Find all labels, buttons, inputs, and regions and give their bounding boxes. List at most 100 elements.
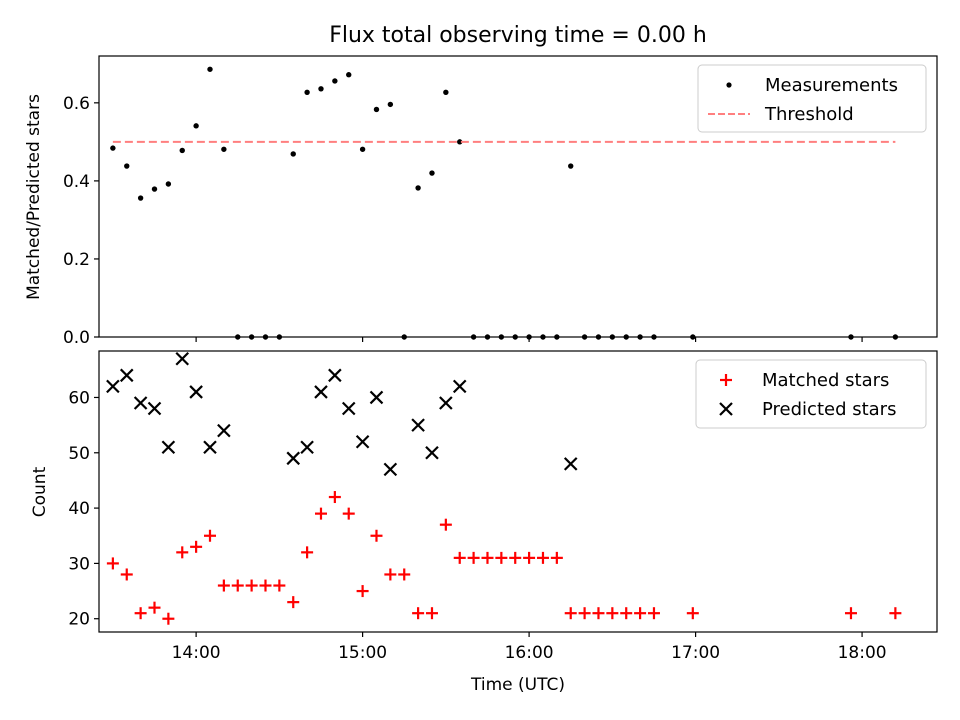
bottom-ytick-label: 30	[68, 554, 90, 574]
measurement-point	[151, 186, 158, 192]
top-ytick-label: 0.0	[63, 328, 90, 348]
matched-stars-point	[328, 491, 341, 504]
bottom-axes-frame	[98, 350, 938, 633]
measurement-point	[415, 185, 421, 191]
bottom-panel: 20 30 40 50 60 14:00 15:00 16:00 17:00 18:00 Cou…	[30, 350, 938, 695]
top-y-ticks: 0.0 0.2 0.4 0.6	[63, 94, 99, 348]
top-ytick-label: 0.6	[63, 94, 90, 114]
matched-stars-point	[134, 607, 147, 620]
matched-stars-point	[647, 607, 660, 620]
matched-stars-point	[287, 596, 300, 609]
matched-stars-point	[259, 579, 272, 592]
measurement-point	[568, 163, 574, 169]
measurement-point	[443, 89, 449, 95]
matched-stars-point	[176, 546, 189, 559]
top-title: Flux total observing time = 0.00 h	[329, 23, 707, 48]
matched-stars-point	[536, 551, 549, 564]
matched-stars-point	[453, 551, 466, 564]
matched-stars-point	[190, 540, 203, 553]
measurement-point	[193, 123, 199, 129]
predicted-stars-point	[175, 351, 190, 366]
predicted-stars-point	[133, 396, 148, 410]
matched-stars-point	[634, 607, 647, 620]
matched-stars-point	[162, 612, 175, 625]
legend-matched-label: Matched stars	[762, 370, 889, 391]
predicted-stars-point	[341, 401, 356, 416]
legend-measurements-label: Measurements	[765, 75, 898, 96]
bottom-ytick-label: 20	[68, 610, 90, 630]
bottom-xtick-label: 17:00	[671, 643, 720, 663]
matched-stars-point	[342, 507, 355, 520]
measurement-point	[346, 72, 352, 78]
bottom-ytick-label: 40	[68, 499, 90, 519]
matched-stars-point	[398, 568, 411, 581]
bottom-ytick-label: 50	[68, 444, 90, 464]
matched-stars-point	[231, 579, 244, 592]
predicted-stars-point	[328, 368, 342, 383]
matched-stars-point	[439, 518, 452, 531]
predicted-stars-point	[439, 396, 453, 410]
matched-stars-point	[314, 507, 327, 520]
bottom-ytick-label: 60	[68, 388, 90, 408]
legend-matched-marker	[720, 374, 732, 386]
measurement-point	[332, 78, 338, 84]
bottom-xlabel: Time (UTC)	[470, 675, 565, 695]
measurement-point	[290, 151, 296, 157]
bottom-xtick-label: 18:00	[838, 643, 887, 663]
measurement-point	[110, 145, 116, 151]
predicted-stars-point	[203, 440, 217, 455]
legend-measurements-marker	[726, 82, 732, 88]
matched-stars-point	[564, 607, 577, 620]
measurement-point	[124, 163, 130, 169]
bottom-ylabel: Count	[30, 466, 50, 517]
predicted-stars-point	[355, 434, 370, 449]
measurement-point	[221, 146, 227, 152]
matched-stars-point	[412, 607, 425, 620]
bottom-xtick-label: 15:00	[338, 643, 387, 663]
matched-stars-point	[592, 607, 605, 620]
matched-stars-point	[217, 579, 230, 592]
top-ytick-label: 0.4	[63, 172, 90, 192]
legend-threshold-label: Threshold	[764, 104, 854, 125]
bottom-legend: Matched stars Predicted stars	[695, 359, 927, 429]
matched-stars-point	[495, 551, 508, 564]
matched-stars-point	[509, 551, 522, 564]
matched-stars-point	[844, 607, 857, 620]
matched-stars-point	[301, 546, 314, 559]
top-ylabel: Matched/Predicted stars	[24, 94, 44, 300]
matched-stars-point	[620, 607, 633, 620]
predicted-stars-point	[563, 457, 578, 471]
matched-stars-point	[889, 607, 902, 620]
predicted-stars-point	[189, 385, 203, 399]
bottom-xtick-label: 16:00	[505, 643, 554, 663]
measurement-point	[318, 86, 324, 92]
legend-predicted-label: Predicted stars	[762, 399, 896, 420]
matched-stars-point	[425, 607, 438, 620]
matched-stars-point	[578, 607, 591, 620]
matched-stars-point	[523, 551, 536, 564]
matched-stars-point	[384, 568, 397, 581]
matched-stars-point	[481, 551, 494, 564]
measurement-point	[304, 89, 310, 95]
predicted-stars-point	[217, 423, 231, 438]
bottom-xtick-label: 14:00	[172, 643, 221, 663]
top-x-ticks	[195, 337, 863, 342]
matched-stars-point	[550, 551, 563, 564]
measurement-point	[457, 139, 463, 145]
top-legend: Measurements Threshold	[697, 64, 927, 133]
predicted-stars-point	[106, 379, 120, 394]
measurement-point	[373, 106, 380, 113]
top-ytick-label: 0.2	[63, 250, 90, 270]
matched-stars-point	[148, 601, 161, 614]
predicted-stars-point	[147, 401, 162, 416]
measurement-point	[429, 170, 435, 176]
matched-stars-point	[686, 607, 699, 620]
predicted-stars-point	[425, 446, 439, 460]
top-panel: Flux total observing time = 0.00 h 0.00.…	[24, 23, 938, 348]
bottom-y-ticks: 20 30 40 50 60	[68, 388, 99, 630]
measurement-point	[387, 101, 394, 108]
top-axes-frame	[98, 55, 938, 338]
matched-stars-point	[120, 568, 133, 581]
top-legend-box	[697, 64, 927, 133]
